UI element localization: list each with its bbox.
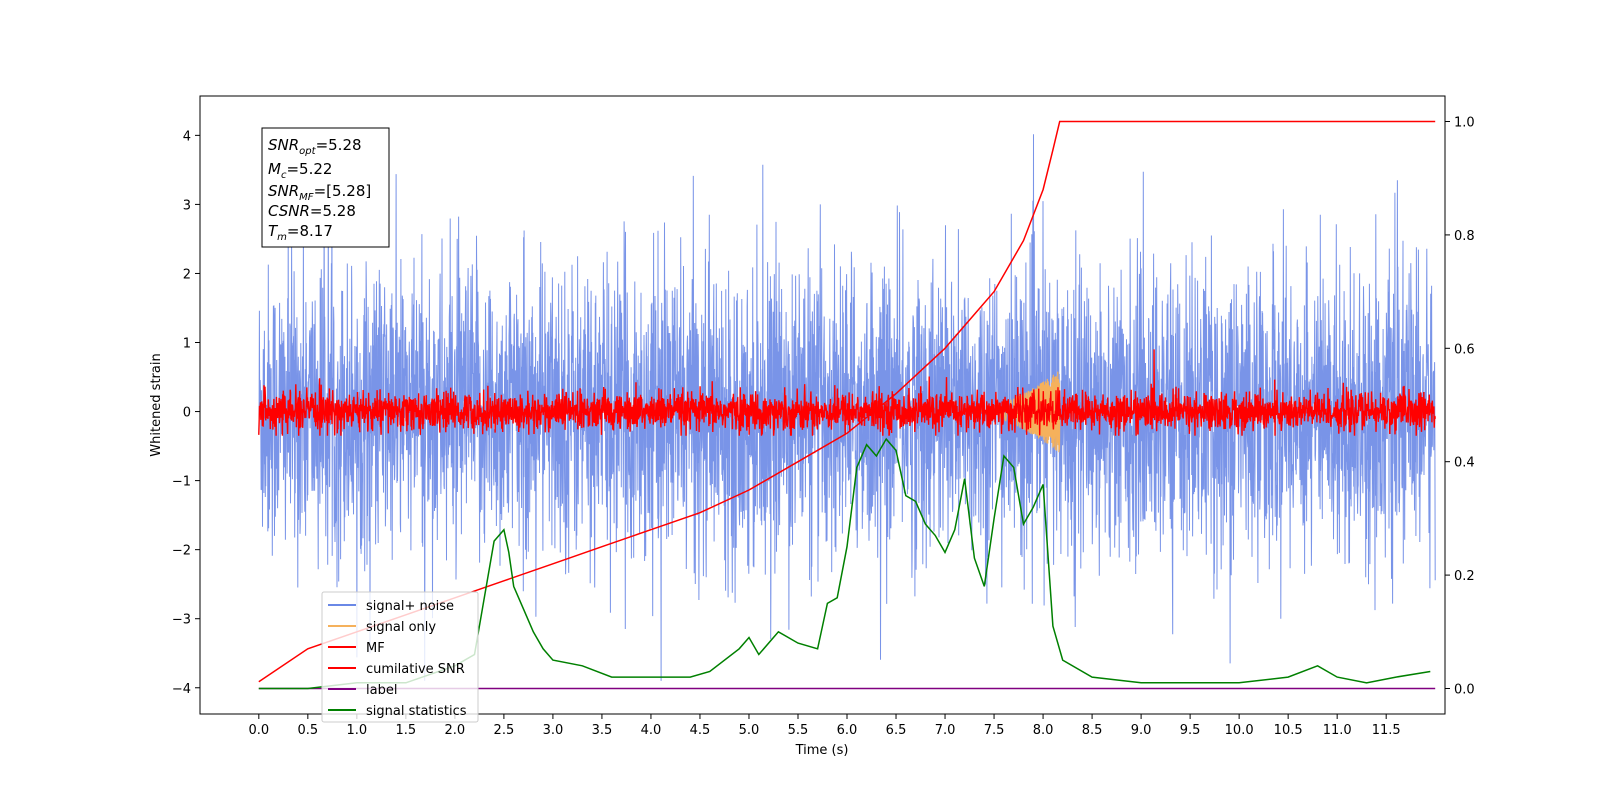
- legend-label-signal-statistics: signal statistics: [366, 704, 467, 719]
- y-tick-label: 3: [183, 198, 191, 213]
- y2-tick-label: 0.2: [1454, 569, 1475, 584]
- y2-tick-label: 0.8: [1454, 229, 1475, 244]
- x-tick-label: 2.5: [494, 723, 515, 738]
- x-tick-label: 10.0: [1225, 723, 1254, 738]
- x-tick-label: 6.0: [837, 723, 858, 738]
- x-tick-label: 9.5: [1180, 723, 1201, 738]
- x-tick-label: 11.0: [1323, 723, 1352, 738]
- x-tick-label: 3.5: [592, 723, 613, 738]
- x-tick-label: 4.5: [690, 723, 711, 738]
- legend: signal+ noise signal only MF cumilative SNR…: [321, 591, 479, 723]
- x-axis: 0.0 0.5 1.0 1.5 2.0 2.5 3.0 3.5 4.0 4.5 5.0 5.5 6.0 6…: [248, 714, 1401, 738]
- x-tick-label: 5.5: [788, 723, 809, 738]
- stat-mc: Mc=5.22: [268, 160, 332, 181]
- y-tick-label: 4: [183, 129, 191, 144]
- x-axis-label: Time (s): [795, 743, 849, 758]
- x-tick-label: 10.5: [1274, 723, 1303, 738]
- y-tick-label: 0: [183, 406, 191, 421]
- y2-tick-label: 0.6: [1454, 342, 1475, 357]
- y-axis-left: −4 −3 −2 −1 0 1 2 3 4: [172, 129, 200, 697]
- x-tick-label: 6.5: [886, 723, 907, 738]
- stat-snr-mf: SNRMF=[5.28]: [268, 182, 371, 203]
- stats-box-frame: [261, 127, 390, 248]
- series-signal-statistics-line: [258, 437, 1431, 690]
- y-tick-label: 1: [183, 337, 191, 352]
- x-tick-label: 8.5: [1082, 723, 1103, 738]
- x-tick-label: 1.5: [396, 723, 417, 738]
- x-tick-label: 5.0: [739, 723, 760, 738]
- y-tick-label: 2: [183, 267, 191, 282]
- y2-tick-label: 1.0: [1454, 116, 1475, 131]
- legend-label-label: label: [366, 683, 397, 698]
- x-tick-label: 0.0: [248, 723, 269, 738]
- x-tick-label: 8.0: [1033, 723, 1054, 738]
- stat-csnr: CSNR=5.28: [268, 202, 356, 220]
- x-tick-label: 4.0: [641, 723, 662, 738]
- x-tick-label: 1.0: [347, 723, 368, 738]
- x-tick-label: 11.5: [1372, 723, 1401, 738]
- legend-label-cumilative-snr: cumilative SNR: [366, 662, 465, 677]
- x-tick-label: 0.5: [297, 723, 318, 738]
- y-tick-label: −1: [172, 475, 191, 490]
- x-tick-label: 9.0: [1131, 723, 1152, 738]
- series-signal-noise-line: [258, 134, 1436, 681]
- x-tick-label: 7.5: [984, 723, 1005, 738]
- stats-box: SNRopt=5.28 Mc=5.22 SNRMF=[5.28] CSNR=5.…: [261, 127, 390, 248]
- y-axis-label: Whitened strain: [149, 353, 164, 456]
- legend-label-signal-only: signal only: [366, 620, 436, 635]
- series-mf-line: [258, 349, 1436, 436]
- y2-tick-label: 0.4: [1454, 456, 1475, 471]
- x-tick-label: 3.0: [543, 723, 564, 738]
- stat-snr-opt: SNRopt=5.28: [268, 136, 362, 157]
- x-tick-label: 2.0: [445, 723, 466, 738]
- legend-label-mf: MF: [366, 641, 385, 656]
- stat-tm: Tm=8.17: [268, 222, 333, 243]
- y-tick-label: −4: [172, 682, 191, 697]
- y-tick-label: −3: [172, 613, 191, 628]
- plot-frame: [199, 95, 1446, 715]
- y-tick-label: −2: [172, 544, 191, 559]
- x-tick-label: 7.0: [935, 723, 956, 738]
- y-axis-right: 0.0 0.2 0.4 0.6 0.8 1.0: [1445, 116, 1475, 697]
- legend-frame: [321, 591, 479, 723]
- legend-label-signal-noise: signal+ noise: [366, 599, 454, 614]
- y2-tick-label: 0.0: [1454, 682, 1475, 697]
